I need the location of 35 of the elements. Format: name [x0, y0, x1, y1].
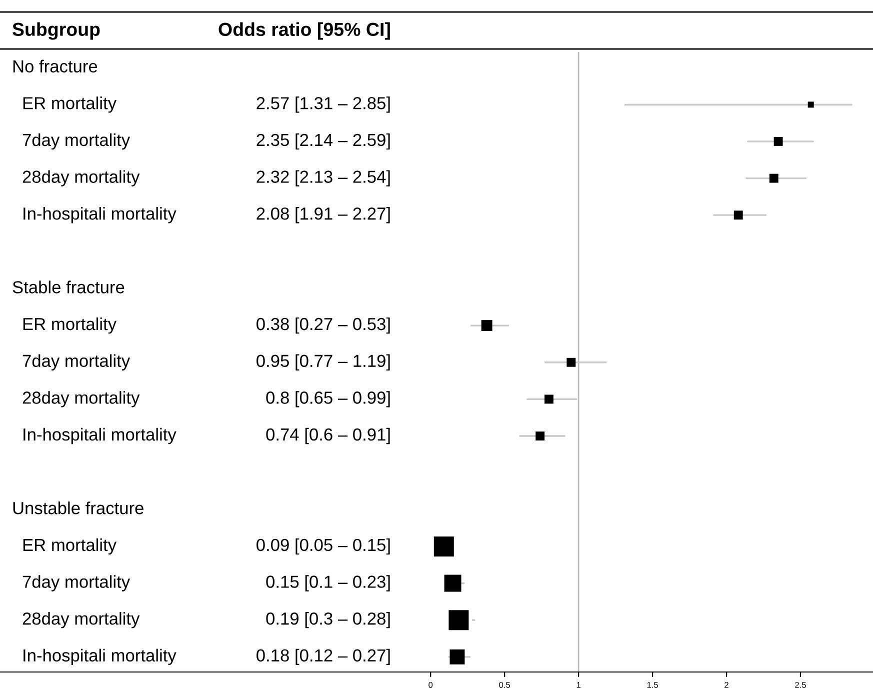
y-tick-label: 7day mortality — [22, 354, 130, 370]
x-tick-label: 0.5 — [499, 682, 510, 688]
annotation: 0.15 [0.1 – 0.23] — [266, 575, 390, 592]
y-tick-label: ER mortality — [23, 96, 117, 113]
x-tick-label: 0 — [428, 682, 433, 688]
x-tick-label: 2 — [724, 682, 728, 688]
annotation: 2.57 [1.31 – 2.85] — [256, 96, 390, 113]
annotation: 0.38 [0.27 – 0.53] — [256, 317, 390, 334]
x-tick-label: 2.5 — [795, 682, 806, 688]
text: Odds ratio [95% CI] — [218, 22, 390, 40]
x-tick-label: 1.5 — [647, 682, 658, 688]
y-tick-label: In-hospitali mortality — [24, 428, 176, 444]
y-tick-label: 28day mortality — [22, 612, 140, 628]
annotation: 0.74 [0.6 – 0.91] — [266, 428, 390, 444]
y-tick-label: In-hospitali mortality — [24, 207, 176, 224]
y-tick-label: In-hospitali mortality — [24, 648, 176, 665]
x-tick-label: 1 — [576, 682, 580, 688]
y-tick-label: No fracture — [13, 60, 98, 72]
annotation: 2.32 [2.13 – 2.54] — [256, 170, 390, 186]
y-tick-label: ER mortality — [23, 538, 117, 555]
annotation: 0.8 [0.65 – 0.99] — [266, 391, 390, 408]
y-tick-label: ER mortality — [23, 317, 117, 334]
annotation: 2.35 [2.14 – 2.59] — [256, 133, 390, 150]
y-tick-label: 28day mortality — [22, 391, 140, 408]
text: Subgroup — [12, 22, 100, 40]
annotation: 0.19 [0.3 – 0.28] — [266, 612, 390, 628]
y-tick-label: Unstable fracture — [13, 502, 144, 514]
annotation: 0.09 [0.05 – 0.15] — [256, 538, 390, 555]
y-tick-label: 7day mortality — [22, 133, 130, 150]
y-tick-label: 7day mortality — [22, 575, 130, 592]
annotation: 0.18 [0.12 – 0.27] — [256, 648, 390, 665]
annotation: 0.95 [0.77 – 1.19] — [256, 354, 390, 370]
y-tick-label: 28day mortality — [22, 170, 140, 186]
y-tick-label: Stable fracture — [12, 280, 124, 294]
annotation: 2.08 [1.91 – 2.27] — [256, 207, 390, 224]
